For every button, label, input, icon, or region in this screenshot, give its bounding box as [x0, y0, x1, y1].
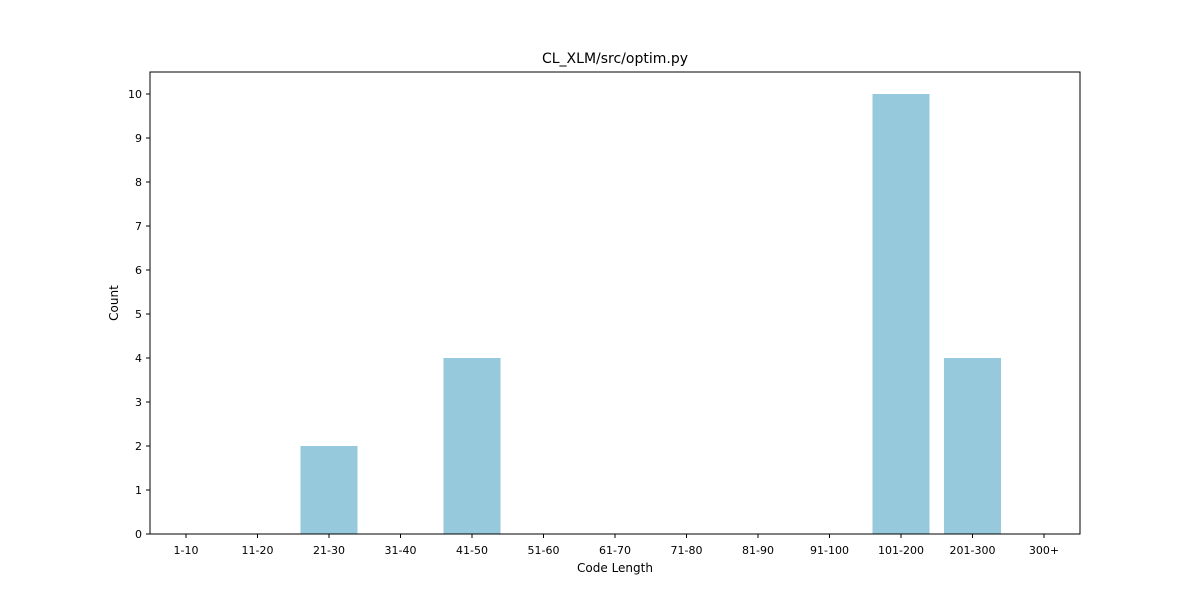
x-axis-ticks: 1-10 11-20 21-30 31-40 41-50 51-60 61-70 71-80 8… [174, 534, 1059, 557]
bar-201-300 [944, 358, 1001, 534]
y-tick-label: 6 [135, 264, 142, 277]
y-axis-label: Count [107, 285, 121, 321]
y-tick-label: 10 [128, 88, 142, 101]
x-tick-label: 91-100 [810, 544, 849, 557]
x-tick-label: 101-200 [878, 544, 924, 557]
y-tick-label: 0 [135, 528, 142, 541]
x-tick-label: 1-10 [174, 544, 199, 557]
bar-21-30 [300, 446, 358, 534]
x-tick-label: 61-70 [599, 544, 631, 557]
bar-101-200 [872, 94, 930, 534]
y-tick-label: 2 [135, 440, 142, 453]
chart-title: CL_XLM/src/optim.py [542, 51, 688, 67]
y-tick-label: 9 [135, 132, 142, 145]
x-tick-label: 41-50 [456, 544, 488, 557]
x-tick-label: 11-20 [242, 544, 274, 557]
x-tick-label: 51-60 [528, 544, 560, 557]
x-tick-label: 81-90 [742, 544, 774, 557]
x-tick-label: 31-40 [385, 544, 417, 557]
x-tick-label: 21-30 [313, 544, 345, 557]
y-tick-label: 7 [135, 220, 142, 233]
y-axis-ticks: 0 1 2 3 4 5 6 7 8 9 10 [128, 88, 150, 541]
x-tick-label: 71-80 [671, 544, 703, 557]
bars-group [300, 94, 1001, 534]
x-tick-label: 201-300 [950, 544, 996, 557]
y-tick-label: 8 [135, 176, 142, 189]
x-tick-label: 300+ [1029, 544, 1059, 557]
y-tick-label: 3 [135, 396, 142, 409]
y-tick-label: 1 [135, 484, 142, 497]
y-tick-label: 4 [135, 352, 142, 365]
bar-41-50 [443, 358, 501, 534]
plot-frame [149, 71, 1081, 535]
x-axis-label: Code Length [577, 561, 653, 575]
y-tick-label: 5 [135, 308, 142, 321]
